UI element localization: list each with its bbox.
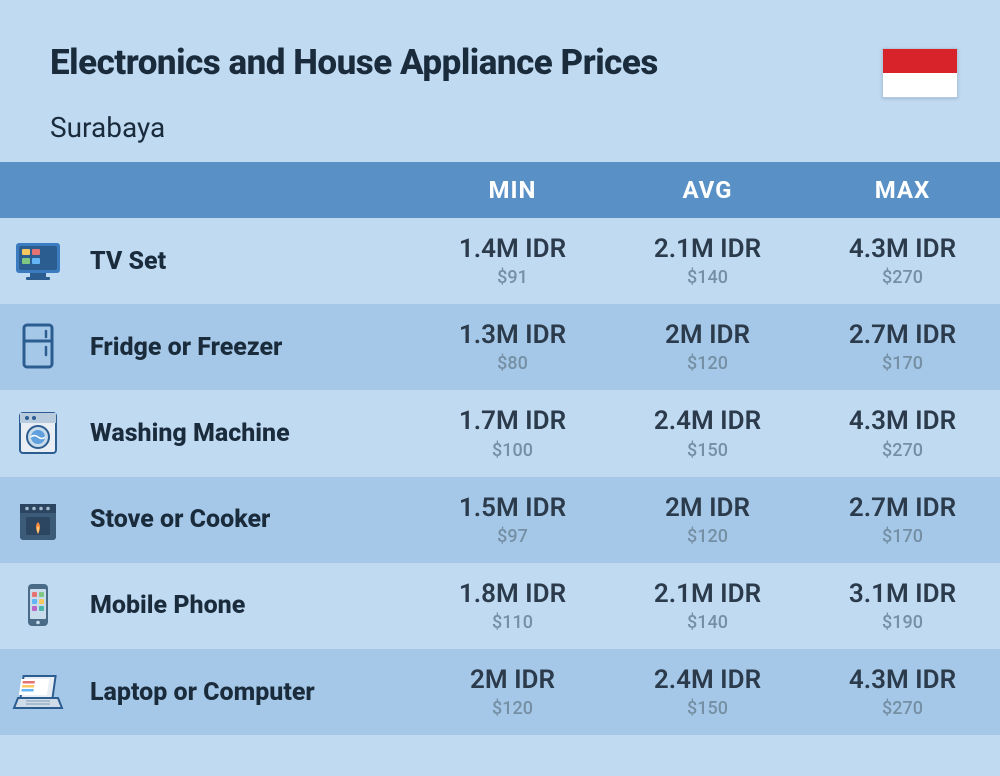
tv-icon (12, 235, 64, 287)
th-max: MAX (805, 162, 1000, 218)
price-usd: $120 (415, 698, 610, 719)
table-row: Stove or Cooker1.5M IDR$972M IDR$1202.7M… (0, 477, 1000, 563)
th-icon (0, 162, 80, 218)
row-min-cell: 1.8M IDR$110 (415, 563, 610, 649)
row-max-cell: 4.3M IDR $270 (805, 390, 1000, 476)
price-idr: 2M IDR (610, 493, 805, 524)
table-row: TV Set1.4M IDR$912.1M IDR$1404.3M IDR$27… (0, 218, 1000, 304)
row-icon-cell (0, 649, 80, 735)
price-usd: $80 (415, 353, 610, 374)
row-icon-cell (0, 390, 80, 476)
price-usd: $110 (415, 612, 610, 633)
price-usd: $97 (415, 526, 610, 547)
row-name: Stove or Cooker (80, 477, 415, 563)
price-idr: 2.7M IDR (805, 320, 1000, 351)
table-row: Mobile Phone1.8M IDR$1102.1M IDR$1403.1M… (0, 563, 1000, 649)
price-idr: 1.5M IDR (415, 493, 610, 524)
price-idr: 1.3M IDR (415, 320, 610, 351)
th-name (80, 162, 415, 218)
price-usd: $120 (610, 353, 805, 374)
row-avg-cell: 2.4M IDR$150 (610, 649, 805, 735)
table-header-row: MIN AVG MAX (0, 162, 1000, 218)
price-idr: 4.3M IDR (805, 665, 1000, 696)
row-max-cell: 2.7M IDR$170 (805, 304, 1000, 390)
price-idr: 1.4M IDR (415, 234, 610, 265)
price-idr: 2.7M IDR (805, 493, 1000, 524)
table-row: Washing Machine1.7M IDR $1002.4M IDR $1504… (0, 390, 1000, 476)
price-usd: $270 (805, 440, 1000, 461)
price-usd: $190 (805, 612, 1000, 633)
price-usd: $150 (610, 440, 805, 461)
price-idr: 2M IDR (610, 320, 805, 351)
price-idr: 1.7M IDR (415, 406, 610, 437)
price-usd: $170 (805, 526, 1000, 547)
fridge-icon (12, 321, 64, 373)
row-max-cell: 4.3M IDR$270 (805, 649, 1000, 735)
price-usd: $140 (610, 267, 805, 288)
price-usd: $140 (610, 612, 805, 633)
price-idr: 2.4M IDR (610, 406, 805, 437)
row-min-cell: 1.7M IDR $100 (415, 390, 610, 476)
row-icon-cell (0, 218, 80, 304)
th-min: MIN (415, 162, 610, 218)
row-name: TV Set (80, 218, 415, 304)
prices-table: MIN AVG MAX TV Set1.4M IDR$912.1M IDR$14… (0, 162, 1000, 735)
row-avg-cell: 2.4M IDR $150 (610, 390, 805, 476)
price-usd: $170 (805, 353, 1000, 374)
row-max-cell: 4.3M IDR$270 (805, 218, 1000, 304)
page-title: Electronics and House Appliance Prices (50, 42, 950, 83)
row-icon-cell (0, 304, 80, 390)
table-row: Laptop or Computer2M IDR$1202.4M IDR$150… (0, 649, 1000, 735)
price-usd: $150 (610, 698, 805, 719)
price-idr: 2.1M IDR (610, 579, 805, 610)
row-max-cell: 2.7M IDR$170 (805, 477, 1000, 563)
price-idr: 2M IDR (415, 665, 610, 696)
row-icon-cell (0, 563, 80, 649)
row-name: Laptop or Computer (80, 649, 415, 735)
table-row: Fridge or Freezer1.3M IDR$802M IDR$1202.… (0, 304, 1000, 390)
row-avg-cell: 2M IDR$120 (610, 304, 805, 390)
page-header: Electronics and House Appliance Prices S… (0, 0, 1000, 144)
price-usd: $120 (610, 526, 805, 547)
mobile-phone-icon (12, 580, 64, 632)
price-usd: $100 (415, 440, 610, 461)
row-max-cell: 3.1M IDR$190 (805, 563, 1000, 649)
row-icon-cell (0, 477, 80, 563)
row-avg-cell: 2M IDR$120 (610, 477, 805, 563)
laptop-icon (12, 666, 64, 718)
row-min-cell: 1.3M IDR$80 (415, 304, 610, 390)
row-name: Fridge or Freezer (80, 304, 415, 390)
price-idr: 3.1M IDR (805, 579, 1000, 610)
row-avg-cell: 2.1M IDR$140 (610, 563, 805, 649)
row-avg-cell: 2.1M IDR$140 (610, 218, 805, 304)
price-idr: 4.3M IDR (805, 234, 1000, 265)
price-idr: 2.4M IDR (610, 665, 805, 696)
indonesia-flag-icon (882, 48, 958, 98)
price-usd: $91 (415, 267, 610, 288)
th-avg: AVG (610, 162, 805, 218)
row-name: Washing Machine (80, 390, 415, 476)
price-idr: 4.3M IDR (805, 406, 1000, 437)
page-subtitle: Surabaya (50, 111, 950, 144)
row-min-cell: 1.5M IDR$97 (415, 477, 610, 563)
stove-icon (12, 494, 64, 546)
price-idr: 1.8M IDR (415, 579, 610, 610)
row-min-cell: 2M IDR$120 (415, 649, 610, 735)
price-idr: 2.1M IDR (610, 234, 805, 265)
washing-machine-icon (12, 407, 64, 459)
price-usd: $270 (805, 698, 1000, 719)
row-min-cell: 1.4M IDR$91 (415, 218, 610, 304)
row-name: Mobile Phone (80, 563, 415, 649)
price-usd: $270 (805, 267, 1000, 288)
